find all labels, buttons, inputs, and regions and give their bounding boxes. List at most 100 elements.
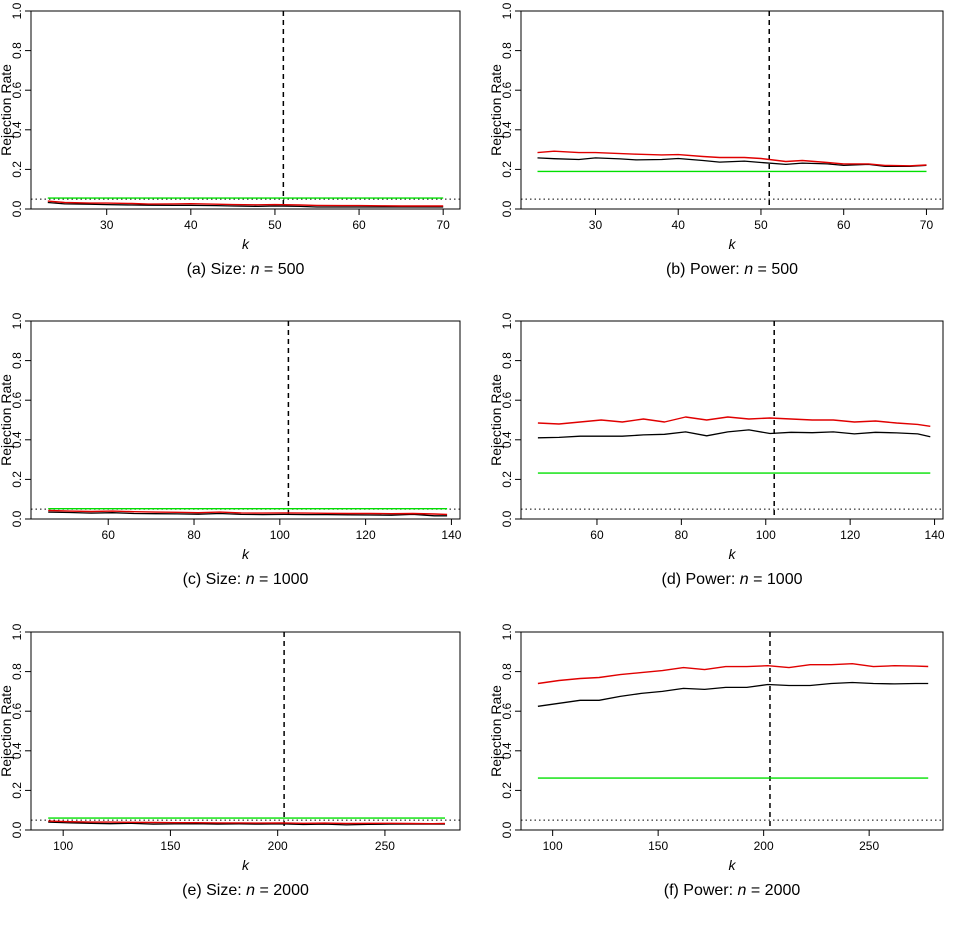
chart-panel-6: 0.0 0.2 0.4 0.6 0.8 1.0 100 150 200 250 Rejection … — [488, 623, 944, 899]
x-tick-label: 100 — [756, 528, 776, 542]
x-tick-label: 100 — [53, 839, 73, 853]
x-tick-label: 250 — [375, 839, 395, 853]
x-tick-label: 140 — [441, 528, 461, 542]
y-tick-label: 0.8 — [500, 663, 514, 680]
y-tick-label: 0.2 — [500, 471, 514, 488]
chart-panel-1: 0.0 0.2 0.4 0.6 0.8 1.0 30 40 50 60 70 Rejection Ra… — [0, 2, 461, 278]
x-tick-label: 100 — [543, 839, 563, 853]
plot-frame — [520, 10, 944, 210]
y-tick-label: 0.4 — [10, 121, 24, 138]
y-tick-label: 0.2 — [10, 161, 24, 178]
x-tick-label: 100 — [270, 528, 290, 542]
y-tick-label: 1.0 — [10, 2, 24, 19]
y-tick-label: 0.4 — [500, 121, 514, 138]
y-tick-label: 0.6 — [500, 703, 514, 720]
y-tick-label: 0.8 — [500, 352, 514, 369]
plot-frame — [520, 631, 944, 831]
x-tick-label: 200 — [268, 839, 288, 853]
y-tick-label: 0.8 — [500, 42, 514, 59]
panel-caption: (a) Size: n = 500 — [187, 261, 305, 278]
y-tick-label: 0.0 — [500, 821, 514, 838]
x-axis-title: k — [242, 236, 250, 252]
series-red-line — [48, 509, 448, 516]
series-black-line — [537, 157, 927, 168]
x-tick-label: 140 — [925, 528, 945, 542]
y-tick-label: 0.0 — [500, 510, 514, 527]
y-tick-label: 0.2 — [10, 471, 24, 488]
x-tick-label: 80 — [675, 528, 689, 542]
y-tick-label: 1.0 — [10, 623, 24, 640]
x-tick-label: 120 — [840, 528, 860, 542]
x-tick-label: 40 — [184, 218, 198, 232]
x-tick-label: 50 — [268, 218, 282, 232]
y-tick-label: 1.0 — [500, 623, 514, 640]
y-tick-label: 0.4 — [10, 742, 24, 759]
y-tick-label: 0.4 — [500, 431, 514, 448]
y-axis-title: Rejection Rate — [0, 64, 14, 156]
plot-frame — [30, 320, 461, 520]
series-red-line — [48, 820, 446, 825]
chart-panel-4: 0.0 0.2 0.4 0.6 0.8 1.0 60 80 100 120 140 Rejection… — [488, 312, 945, 588]
x-tick-label: 30 — [589, 218, 603, 232]
series-red-line — [537, 663, 929, 685]
y-tick-label: 0.2 — [500, 782, 514, 799]
plot-frame — [520, 320, 944, 520]
series-black-line — [48, 821, 445, 826]
x-tick-label: 60 — [590, 528, 604, 542]
chart-panel-3: 0.0 0.2 0.4 0.6 0.8 1.0 60 80 100 120 140 Rejection… — [0, 312, 462, 588]
x-axis-title: k — [729, 857, 737, 873]
x-tick-label: 200 — [754, 839, 774, 853]
y-axis-title: Rejection Rate — [488, 685, 504, 777]
y-tick-label: 0.4 — [10, 431, 24, 448]
x-tick-label: 80 — [187, 528, 201, 542]
y-tick-label: 0.6 — [500, 392, 514, 409]
plot-frame — [30, 631, 461, 831]
series-black-line — [47, 201, 444, 208]
plot-frame — [30, 10, 461, 210]
y-axis-title: Rejection Rate — [0, 685, 14, 777]
panel-caption: (c) Size: n = 1000 — [183, 571, 309, 588]
y-tick-label: 0.6 — [10, 392, 24, 409]
y-tick-label: 0.4 — [500, 742, 514, 759]
series-black-line — [537, 681, 929, 707]
panel-caption: (e) Size: n = 2000 — [182, 882, 309, 899]
y-tick-label: 0.6 — [10, 82, 24, 99]
y-tick-label: 0.2 — [10, 782, 24, 799]
series-black-line — [48, 511, 448, 517]
y-tick-label: 0.0 — [10, 200, 24, 217]
x-axis-title: k — [729, 546, 737, 562]
y-tick-label: 0.6 — [500, 82, 514, 99]
y-tick-label: 0.0 — [500, 200, 514, 217]
x-tick-label: 30 — [100, 218, 114, 232]
y-tick-label: 0.0 — [10, 510, 24, 527]
x-tick-label: 70 — [920, 218, 934, 232]
series-red-line — [47, 200, 444, 207]
x-tick-label: 60 — [102, 528, 116, 542]
y-tick-label: 0.8 — [10, 42, 24, 59]
x-axis-title: k — [242, 857, 250, 873]
x-tick-label: 250 — [859, 839, 879, 853]
y-tick-label: 0.8 — [10, 663, 24, 680]
chart-panel-2: 0.0 0.2 0.4 0.6 0.8 1.0 30 40 50 60 70 Rejection Ra… — [488, 2, 944, 278]
x-tick-label: 150 — [160, 839, 180, 853]
x-tick-label: 120 — [356, 528, 376, 542]
y-tick-label: 1.0 — [10, 312, 24, 329]
panel-caption: (d) Power: n = 1000 — [662, 571, 803, 588]
series-black-line — [537, 429, 931, 439]
chart-panel-5: 0.0 0.2 0.4 0.6 0.8 1.0 100 150 200 250 Rejection … — [0, 623, 461, 899]
x-tick-label: 40 — [672, 218, 686, 232]
panel-caption: (f) Power: n = 2000 — [664, 882, 801, 899]
y-tick-label: 1.0 — [500, 312, 514, 329]
x-tick-label: 60 — [352, 218, 366, 232]
x-tick-label: 150 — [648, 839, 668, 853]
series-red-line — [537, 150, 927, 167]
panel-caption: (b) Power: n = 500 — [666, 261, 798, 278]
y-axis-title: Rejection Rate — [488, 374, 504, 466]
x-tick-label: 60 — [837, 218, 851, 232]
y-tick-label: 0.0 — [10, 821, 24, 838]
y-tick-label: 1.0 — [500, 2, 514, 19]
x-tick-label: 50 — [754, 218, 768, 232]
y-tick-label: 0.8 — [10, 352, 24, 369]
x-axis-title: k — [242, 546, 250, 562]
